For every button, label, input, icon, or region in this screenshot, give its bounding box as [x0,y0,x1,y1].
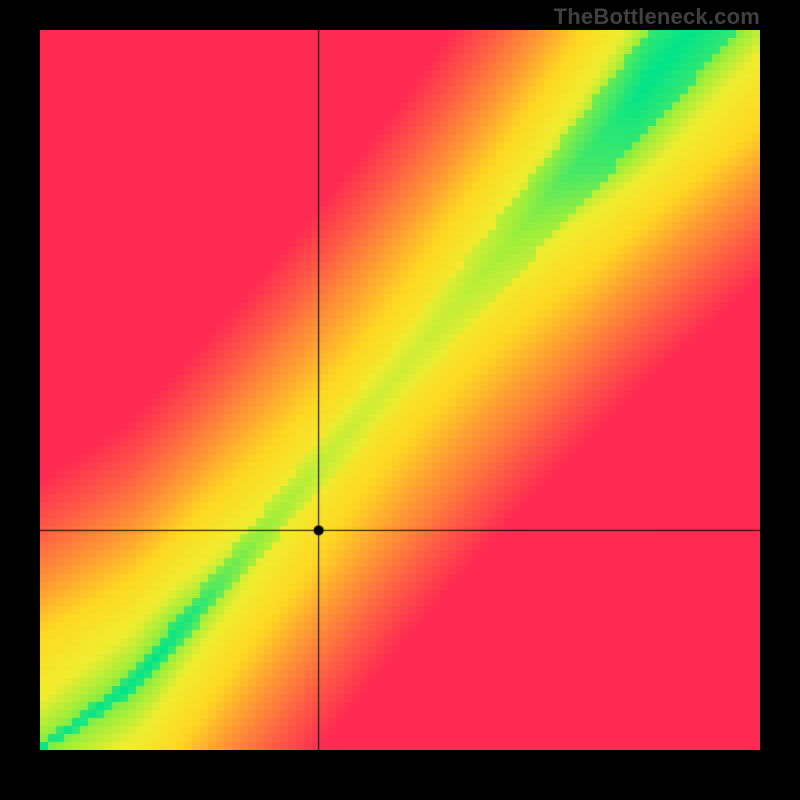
chart-frame: { "type": "heatmap", "watermark": "TheBo… [0,0,800,800]
heatmap-canvas [40,30,760,750]
plot-area [40,30,760,750]
watermark-text: TheBottleneck.com [554,4,760,30]
